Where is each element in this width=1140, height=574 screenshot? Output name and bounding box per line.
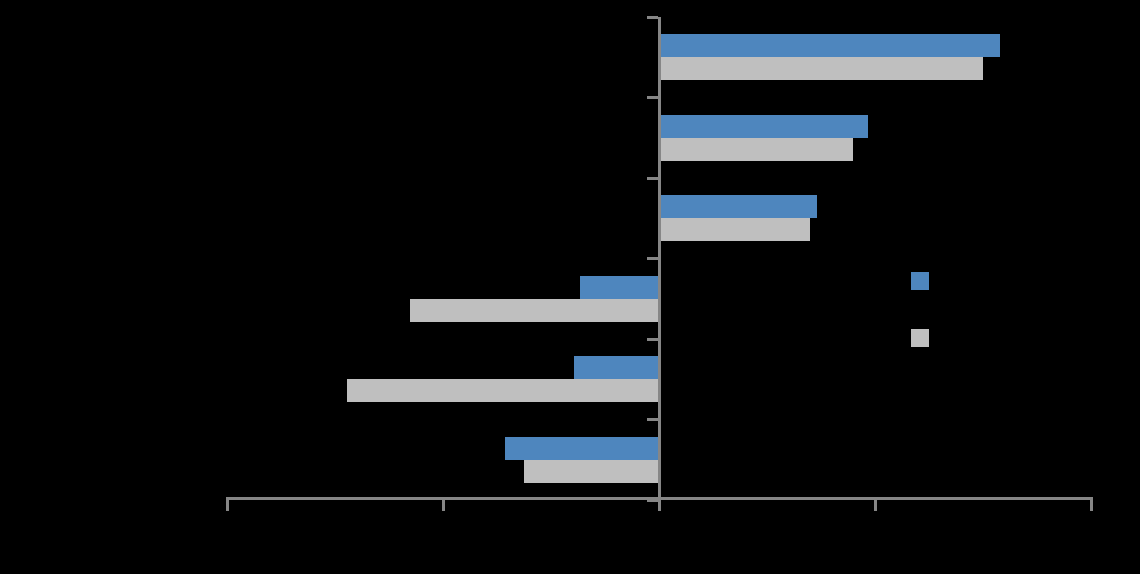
bar-series-gray-category-5 [346,379,658,403]
value-axis-tick [658,497,661,511]
bar-series-gray-category-6 [524,459,658,483]
category-axis-tick [647,498,658,502]
category-axis-tick [647,176,658,180]
category-axis-tick [647,96,658,99]
bar-series-gray-category-4 [409,298,658,322]
bar-series-blue-category-3 [661,195,817,219]
bar-series-blue-category-6 [504,436,658,460]
value-axis-tick [874,497,877,511]
category-axis-tick [647,15,658,19]
bar-series-blue-category-4 [580,275,658,299]
bar-series-gray-category-3 [661,218,811,242]
legend-swatch-series-blue [911,272,929,290]
bar-series-gray-category-1 [661,57,983,81]
legend-swatch-series-gray [911,329,929,347]
value-axis-tick [442,497,445,511]
category-axis-line [658,17,661,500]
bar-series-blue-category-1 [661,34,1001,58]
category-axis-tick [647,418,658,421]
category-axis-tick [647,337,658,341]
bar-series-gray-category-2 [661,137,854,161]
bar-series-blue-category-5 [573,356,658,380]
bar-series-blue-category-2 [661,114,869,138]
value-axis-tick [226,497,229,511]
category-axis-tick [647,257,658,260]
value-axis-tick [1090,497,1093,511]
